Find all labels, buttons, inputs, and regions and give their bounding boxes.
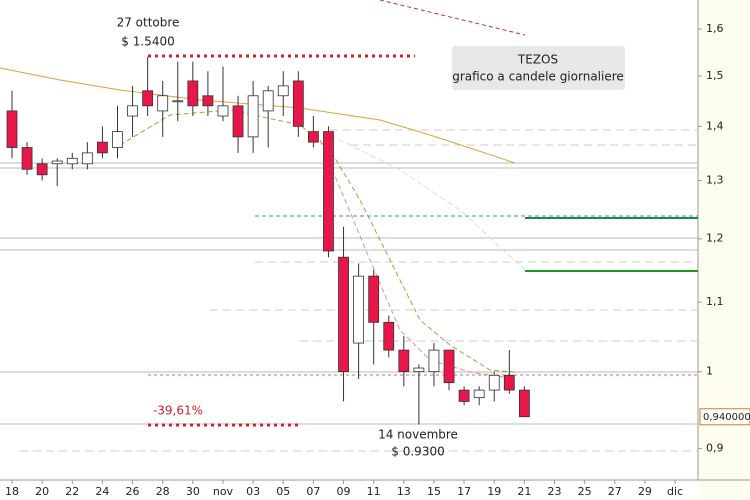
annotation: $ 1.5400 <box>121 35 174 49</box>
x-tick-label: 13 <box>397 485 411 498</box>
x-tick-label: 15 <box>427 485 441 498</box>
x-tick-label: 24 <box>95 485 109 498</box>
y-tick-label: 1,4 <box>706 119 724 132</box>
candle-body <box>247 95 259 138</box>
candle-body <box>518 389 530 418</box>
price-tag <box>699 408 750 426</box>
legend-box <box>452 46 625 90</box>
candle-body <box>338 256 349 373</box>
x-tick-label: 22 <box>65 485 79 498</box>
x-tick-label: 30 <box>186 485 200 498</box>
x-tick-label: nov <box>213 485 234 498</box>
y-tick-label: 1,5 <box>706 69 724 82</box>
candle-body <box>277 85 289 97</box>
candle-body <box>187 80 199 107</box>
chart-subtitle: grafico a candele giornaliere <box>452 70 624 84</box>
x-tick-label: 29 <box>638 485 652 498</box>
candle-body <box>21 147 33 170</box>
candle-body <box>217 105 229 117</box>
annotation: -39,61% <box>153 404 203 418</box>
moving-average <box>119 109 516 373</box>
y-tick-label: 1 <box>706 365 713 378</box>
candle-body <box>51 160 63 165</box>
chart-title: TEZOS <box>517 53 558 67</box>
x-tick-label: 20 <box>35 485 49 498</box>
candle-body <box>157 95 169 112</box>
x-tick-label: 11 <box>367 485 381 498</box>
x-tick-label: 09 <box>337 485 351 498</box>
candle-body <box>443 349 455 384</box>
candle-body <box>383 321 395 351</box>
x-tick-label: 19 <box>487 485 501 498</box>
candle-body <box>232 105 244 138</box>
y-tick-label: 0,9 <box>706 441 724 454</box>
candle-body <box>398 349 410 373</box>
annotation: 14 novembre <box>378 428 458 442</box>
annotation: 27 ottobre <box>117 16 180 30</box>
candle-body <box>368 275 380 323</box>
candle-body <box>307 131 319 143</box>
moving-average <box>329 134 526 271</box>
x-tick-label: 26 <box>126 485 140 498</box>
x-tick-label: 17 <box>457 485 471 498</box>
x-tick-label: 18 <box>5 485 19 498</box>
candle-body <box>353 275 365 344</box>
x-tick-label: 05 <box>276 485 290 498</box>
y-tick-label: 1,1 <box>706 295 724 308</box>
x-tick-label: 23 <box>548 485 562 498</box>
x-tick-label: 03 <box>246 485 260 498</box>
moving-average <box>319 139 511 379</box>
candle-body <box>81 152 93 165</box>
x-tick-label: 28 <box>156 485 170 498</box>
candle-body <box>503 374 515 391</box>
candle-body <box>66 157 78 165</box>
candle-body <box>323 131 334 252</box>
candle-body <box>413 367 425 373</box>
annotation: $ 0.9300 <box>391 445 444 459</box>
x-tick-label: dic <box>667 485 683 498</box>
y-tick-label: 1,3 <box>706 173 724 186</box>
x-tick-label: 21 <box>517 485 531 498</box>
candle-body <box>127 105 138 117</box>
y-tick-label: 1,2 <box>706 232 724 245</box>
x-tick-label: 27 <box>608 485 622 498</box>
candle-body <box>262 90 274 112</box>
support-lines <box>0 162 698 425</box>
trend-line <box>379 0 526 36</box>
dashed-levels <box>20 129 698 452</box>
candle-body <box>112 131 123 148</box>
candle-body <box>6 110 18 148</box>
x-tick-label: 25 <box>578 485 592 498</box>
candle-body <box>292 80 304 127</box>
candle-body <box>142 90 154 107</box>
candle-body <box>202 95 214 107</box>
candle-body <box>428 349 440 373</box>
x-tick-label: 07 <box>306 485 320 498</box>
candle-body <box>488 374 500 391</box>
y-tick-label: 1,6 <box>706 22 724 35</box>
candle-body <box>473 389 485 399</box>
candle-body <box>97 141 108 154</box>
candle-body <box>172 100 184 103</box>
price-tag-label: 0,940000 <box>703 412 750 423</box>
candle-body <box>36 163 48 176</box>
candle-body <box>458 389 470 402</box>
